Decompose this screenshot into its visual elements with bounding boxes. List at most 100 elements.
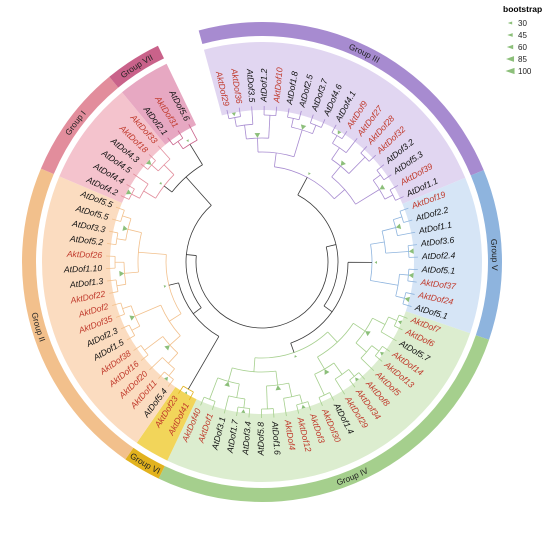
branch: [331, 165, 341, 178]
leaf-label: AtDof1.6: [270, 420, 283, 455]
branch: [189, 144, 203, 165]
branch-arc: [185, 205, 212, 308]
bootstrap-marker: [186, 139, 189, 143]
branch: [371, 345, 380, 352]
branch: [370, 280, 399, 286]
bootstrap-marker-layer: [119, 112, 414, 414]
branch-arc: [393, 315, 400, 327]
bootstrap-marker: [408, 248, 414, 254]
branch: [332, 135, 338, 144]
branch: [168, 352, 179, 364]
branch: [296, 404, 300, 414]
branch: [116, 238, 126, 241]
branch: [236, 383, 240, 398]
branch: [126, 184, 135, 190]
branch: [157, 145, 171, 160]
leaf-label: AtDof2.4: [421, 250, 456, 261]
branch: [143, 190, 156, 199]
branch-arc: [297, 194, 339, 307]
branch: [188, 391, 194, 401]
leaf-label: AtDof3.4: [240, 421, 253, 456]
branch: [151, 164, 159, 172]
branch: [309, 114, 314, 124]
branch: [395, 196, 404, 201]
branch: [133, 173, 149, 185]
branch: [298, 110, 302, 120]
branch: [370, 241, 385, 245]
branch-arc: [318, 392, 330, 398]
branch: [116, 283, 126, 287]
branch: [372, 317, 386, 325]
branch: [187, 336, 220, 390]
leaf-label: AktDof37: [419, 277, 458, 292]
branch: [122, 215, 132, 220]
branch: [329, 392, 335, 401]
branch: [248, 408, 251, 418]
bootstrap-marker: [254, 132, 261, 138]
branch: [272, 408, 275, 418]
bootstrap-marker: [164, 345, 170, 351]
legend-marker: [505, 56, 515, 62]
branch-arc: [128, 188, 135, 200]
group-ring: [40, 76, 119, 175]
legend-label: 45: [518, 31, 527, 40]
branch: [169, 313, 182, 322]
branch: [381, 227, 396, 232]
branch: [107, 279, 117, 282]
bootstrap-marker: [294, 354, 298, 358]
branch-arc: [123, 262, 127, 285]
branch: [275, 106, 278, 116]
bootstrap-marker: [324, 369, 330, 375]
branch: [384, 194, 394, 200]
branch: [283, 398, 287, 417]
branch: [360, 357, 375, 372]
branch: [138, 251, 167, 255]
branch: [140, 354, 149, 361]
branch-arc: [139, 183, 149, 199]
branch: [257, 138, 259, 153]
bootstrap-marker: [395, 223, 402, 230]
leaf-label: AtDof3.6: [419, 235, 455, 249]
bootstrap-marker: [231, 112, 236, 117]
group-background: [402, 177, 482, 334]
branch: [107, 243, 117, 245]
group-label: Group V: [489, 238, 500, 271]
leaf-label: AktDof4: [283, 418, 298, 451]
branch: [293, 129, 303, 157]
branch: [287, 108, 290, 118]
branch: [288, 382, 293, 397]
branch: [168, 368, 175, 377]
bootstrap-marker: [275, 385, 282, 391]
bootstrap-marker: [308, 172, 311, 176]
bootstrap-legend: bootstrap 30 45 60 85 100: [503, 4, 542, 76]
branch-arc: [331, 132, 343, 140]
group-background: [136, 386, 197, 461]
branch: [163, 185, 173, 193]
legend-label: 30: [518, 19, 527, 28]
branch: [372, 174, 381, 181]
branch-arc: [125, 218, 132, 241]
branch: [398, 314, 408, 319]
bootstrap-marker: [224, 381, 230, 387]
branch-arc: [217, 377, 240, 385]
branch: [333, 189, 346, 200]
branch: [209, 377, 219, 400]
branch-arc: [376, 170, 385, 181]
branch: [108, 230, 118, 234]
branch: [314, 374, 325, 396]
branch: [353, 322, 366, 332]
leaf-label: AtDof5.2: [68, 233, 104, 247]
bootstrap-marker: [380, 351, 385, 356]
branch: [253, 357, 256, 372]
branch: [318, 397, 323, 406]
branch: [394, 325, 403, 331]
branch: [127, 228, 142, 234]
branch: [177, 130, 184, 139]
branch-arc: [254, 331, 329, 359]
bootstrap-marker: [408, 272, 414, 279]
legend-label: 60: [518, 43, 527, 52]
branch: [149, 357, 163, 371]
branch: [177, 141, 184, 150]
branch: [345, 138, 358, 153]
branch: [169, 335, 181, 346]
